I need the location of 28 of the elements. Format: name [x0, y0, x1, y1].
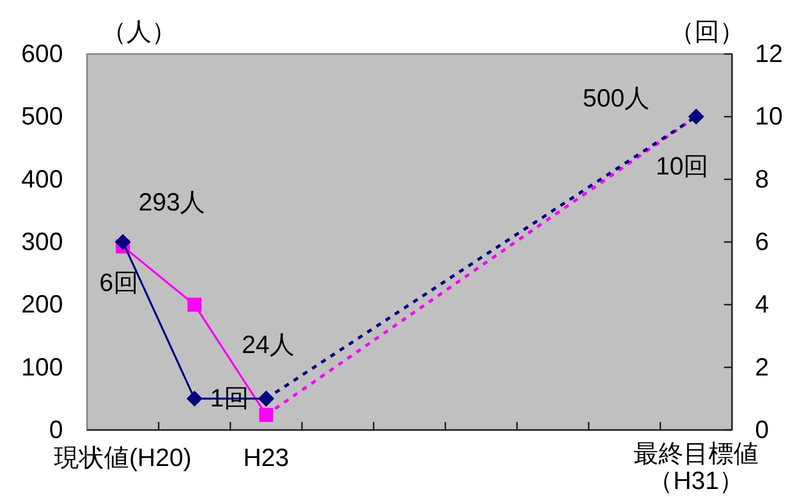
point — [688, 108, 704, 125]
x-tick-label: 現状値(H20) — [54, 444, 192, 472]
y2-tick-label: 12 — [755, 40, 783, 68]
data-label: 6回 — [99, 269, 138, 297]
point — [259, 408, 274, 422]
point — [114, 234, 131, 250]
y-tick-label: 0 — [49, 416, 63, 444]
y-axis-title: （人） — [102, 18, 176, 46]
y2-axis-title: （回） — [670, 18, 744, 46]
data-label: 24人 — [242, 330, 295, 359]
y2-tick-label: 10 — [755, 102, 783, 131]
y-tick-label: 100 — [21, 353, 63, 382]
y2-tick-label: 8 — [755, 165, 769, 194]
x-tick-label: H23 — [243, 444, 290, 472]
y2-tick-label: 4 — [755, 290, 769, 319]
point — [258, 390, 274, 407]
y-tick-label: 300 — [21, 228, 63, 256]
y-tick-label: 600 — [21, 40, 63, 68]
point — [186, 390, 202, 407]
y-tick-label: 400 — [21, 165, 63, 194]
y-tick-label: 200 — [21, 290, 63, 319]
y2-tick-label: 2 — [755, 353, 769, 382]
data-label: 10回 — [656, 152, 709, 181]
data-label: 293人 — [138, 188, 206, 216]
y2-tick-label: 6 — [755, 228, 769, 256]
data-label: 500人 — [582, 84, 650, 113]
y-tick-label: 500 — [21, 102, 63, 131]
point — [188, 298, 202, 312]
